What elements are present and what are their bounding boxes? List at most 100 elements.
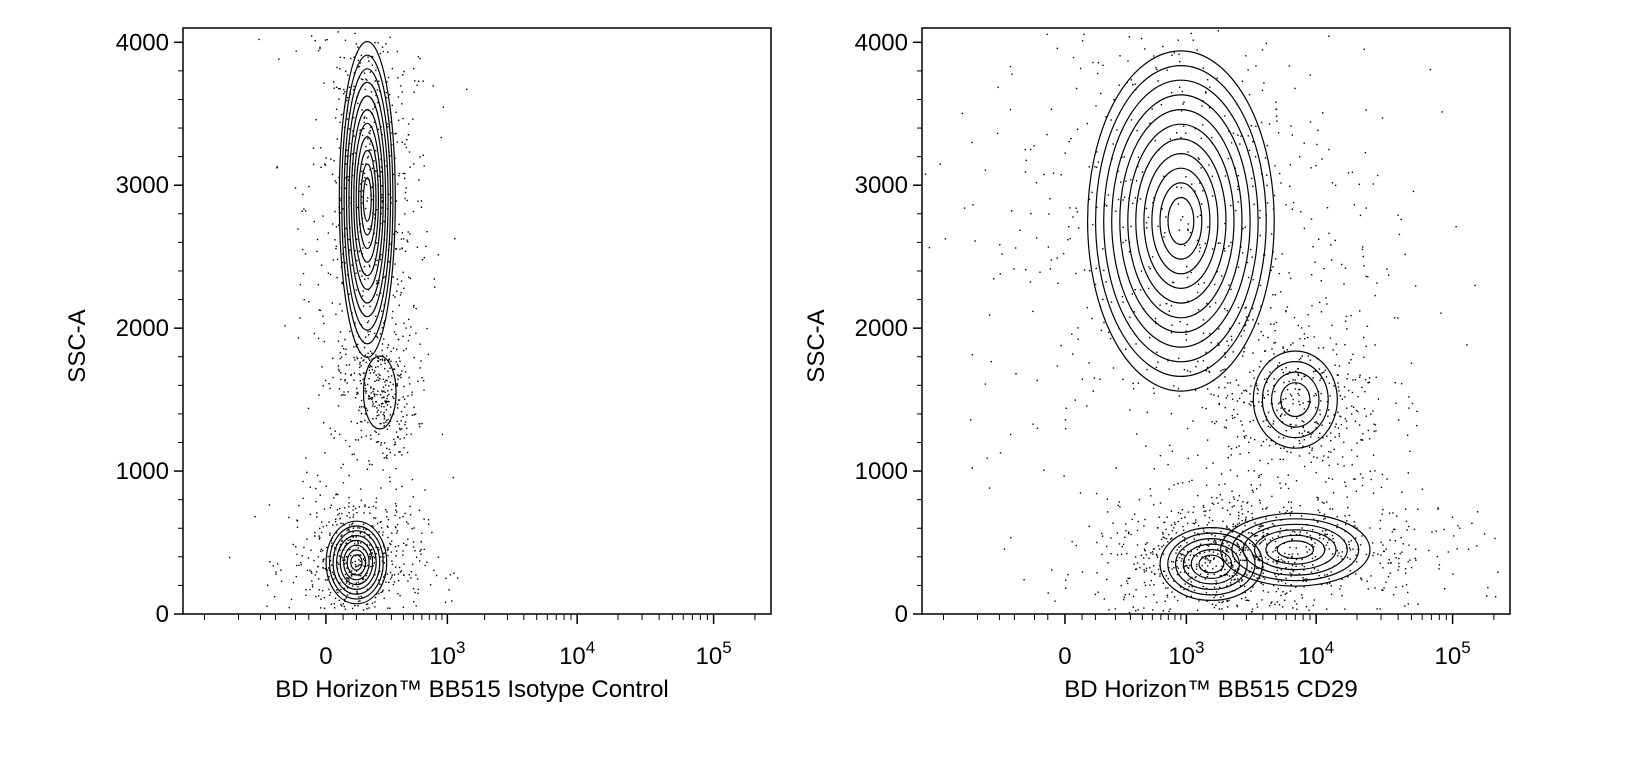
event-dot xyxy=(1187,457,1190,460)
event-dot xyxy=(1285,430,1287,432)
event-dot xyxy=(359,270,361,272)
event-dot xyxy=(407,134,410,136)
event-dot xyxy=(1204,578,1206,580)
event-dot xyxy=(296,526,299,528)
event-dot xyxy=(1250,484,1252,486)
event-dot xyxy=(346,99,348,102)
event-dot xyxy=(1352,353,1354,355)
event-dot xyxy=(1154,139,1156,142)
event-dot xyxy=(343,93,345,95)
event-dot xyxy=(971,141,973,144)
event-dot xyxy=(1137,165,1139,168)
event-dot xyxy=(1251,611,1253,613)
event-dot xyxy=(331,302,333,304)
event-dot xyxy=(1326,573,1328,576)
event-dot xyxy=(368,463,371,465)
event-dot xyxy=(1398,233,1401,236)
event-dot xyxy=(1221,565,1223,568)
event-dot xyxy=(1183,554,1185,557)
event-dot xyxy=(1153,392,1155,394)
event-dot xyxy=(407,523,409,525)
event-dot xyxy=(1324,533,1326,535)
event-dot xyxy=(1149,488,1151,490)
event-dot xyxy=(364,390,366,392)
event-dot xyxy=(408,276,410,278)
event-dot xyxy=(334,239,336,241)
event-dot xyxy=(972,204,974,206)
event-dot xyxy=(1486,595,1488,597)
event-dot xyxy=(405,544,407,546)
y-axis-ticks-right xyxy=(913,41,922,615)
event-dot xyxy=(1328,409,1330,411)
event-dot xyxy=(346,155,348,157)
event-dot xyxy=(1231,575,1234,577)
event-dot xyxy=(1077,327,1079,329)
event-dot xyxy=(367,155,369,158)
event-dot xyxy=(380,403,383,405)
event-dot xyxy=(1216,497,1218,499)
event-dot xyxy=(1294,531,1296,533)
event-dot xyxy=(351,607,354,610)
y-axis-label-left: SSC-A xyxy=(64,309,91,382)
event-dot xyxy=(1359,310,1361,312)
event-dot xyxy=(349,516,351,519)
event-dot xyxy=(1260,582,1262,585)
event-dot xyxy=(1229,382,1231,384)
event-dot xyxy=(1211,136,1213,139)
event-dot xyxy=(1224,406,1226,409)
event-dot xyxy=(1262,566,1264,568)
event-dot xyxy=(423,165,425,167)
event-dot xyxy=(1337,386,1340,388)
event-dot xyxy=(1118,543,1121,545)
event-dot xyxy=(1202,124,1204,126)
event-dot xyxy=(375,366,377,369)
event-dot xyxy=(1251,505,1253,507)
event-dot xyxy=(398,399,400,401)
event-dot xyxy=(362,247,364,249)
event-dot xyxy=(1287,373,1289,375)
event-dot xyxy=(1183,101,1185,103)
event-dot xyxy=(1329,395,1331,397)
event-dot xyxy=(1379,519,1382,522)
event-dot xyxy=(1343,386,1346,388)
event-dot xyxy=(340,467,342,469)
event-dot xyxy=(380,254,382,256)
event-dot xyxy=(1476,545,1478,547)
event-dot xyxy=(1317,423,1319,425)
event-dot xyxy=(365,565,367,567)
event-dot xyxy=(1324,369,1326,371)
event-dot xyxy=(1303,569,1305,571)
event-dot xyxy=(1379,527,1381,530)
event-dot xyxy=(1279,415,1282,418)
event-dot xyxy=(1337,427,1340,429)
event-dot xyxy=(1152,548,1155,550)
event-dot xyxy=(1309,359,1312,361)
event-dot xyxy=(1191,479,1193,481)
event-dot xyxy=(321,531,323,534)
event-dot xyxy=(1136,562,1139,564)
event-dot xyxy=(384,362,386,364)
event-dot xyxy=(416,246,419,248)
event-dot xyxy=(1252,586,1254,588)
event-dot xyxy=(1184,571,1186,573)
event-dot xyxy=(1155,322,1157,325)
event-dot xyxy=(1175,552,1177,554)
event-dot xyxy=(368,334,370,336)
event-dot xyxy=(385,419,388,422)
event-dot xyxy=(384,391,386,393)
event-dot xyxy=(1279,532,1281,534)
event-dot xyxy=(1280,414,1282,417)
event-dot xyxy=(336,561,339,564)
event-dot xyxy=(1234,569,1237,571)
event-dot xyxy=(1298,400,1300,403)
event-dot xyxy=(1247,511,1249,513)
event-dot xyxy=(360,436,363,438)
event-dot xyxy=(334,597,337,600)
event-dot xyxy=(316,238,319,241)
event-dot xyxy=(334,547,336,549)
event-dot xyxy=(1167,587,1169,589)
event-dot xyxy=(350,374,352,377)
event-dot xyxy=(358,574,360,577)
event-dot xyxy=(1251,177,1253,180)
event-dot xyxy=(1152,202,1154,204)
